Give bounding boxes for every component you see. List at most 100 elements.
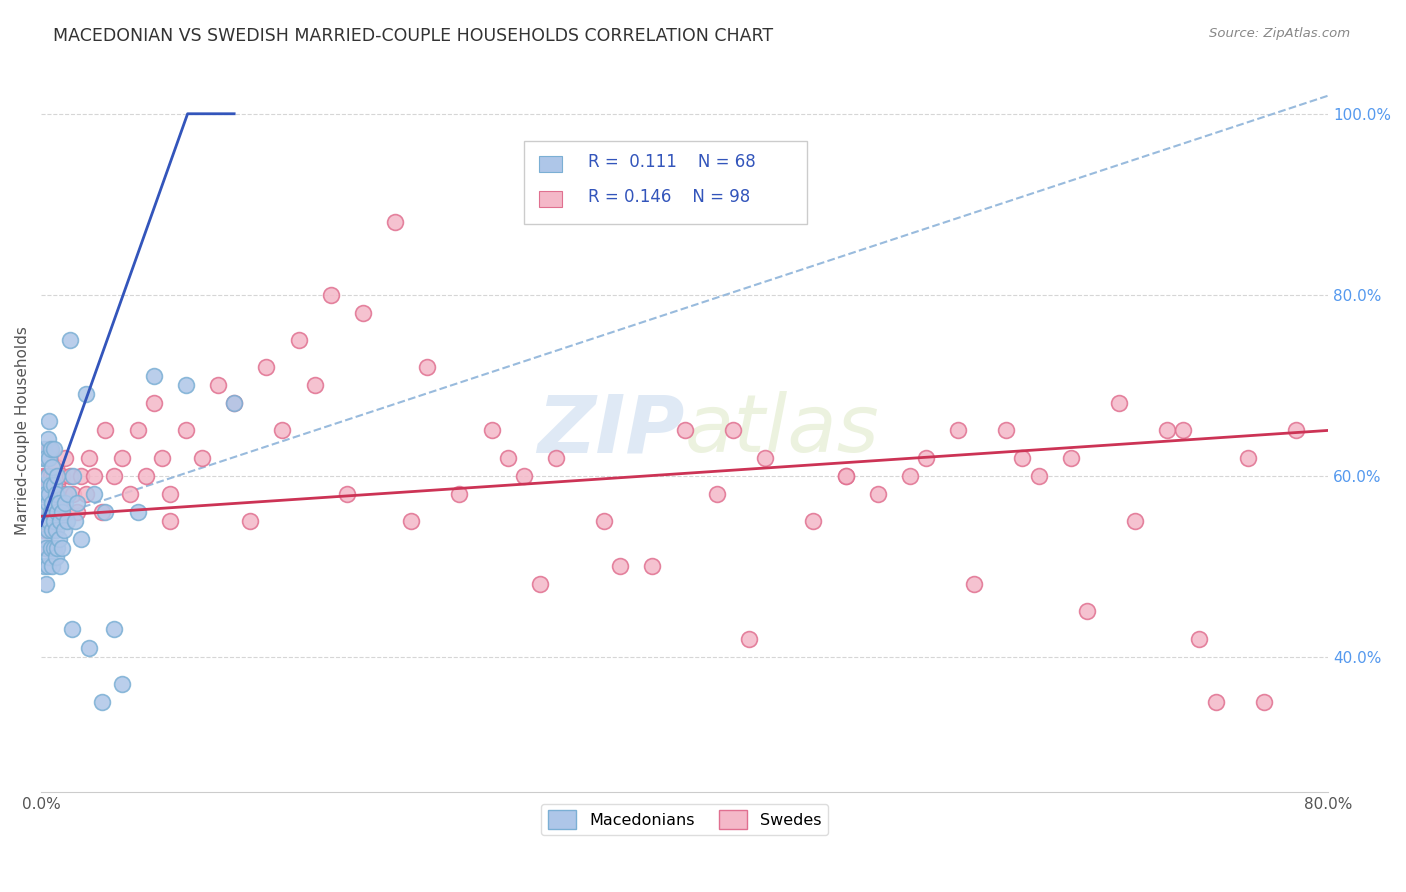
Point [94, 424, 117, 438]
Point [995, 424, 1018, 438]
Point [963, 577, 986, 591]
Point [384, 215, 406, 229]
Point [399, 514, 422, 528]
Point [62, 487, 84, 501]
Point [481, 424, 503, 438]
Point [34, 532, 56, 546]
Point [42, 442, 65, 456]
Point [118, 487, 141, 501]
Point [60, 623, 83, 637]
Point [254, 360, 277, 375]
Point [34, 505, 56, 519]
Point [34, 442, 56, 456]
Point [304, 378, 326, 392]
Point [94, 505, 117, 519]
Point [46, 468, 69, 483]
Point [39, 541, 62, 555]
Point [35, 541, 58, 555]
Point [1285, 424, 1308, 438]
Point [31, 450, 53, 465]
Point [65, 496, 87, 510]
Point [834, 468, 856, 483]
Point [898, 468, 921, 483]
Legend: Macedonians, Swedes: Macedonians, Swedes [541, 804, 828, 835]
Point [103, 623, 125, 637]
Point [37, 559, 59, 574]
FancyBboxPatch shape [524, 141, 807, 224]
Point [1060, 450, 1083, 465]
Point [42, 541, 65, 555]
Point [127, 505, 149, 519]
Point [1108, 396, 1130, 410]
Point [1205, 695, 1227, 709]
Point [53, 496, 76, 510]
Point [287, 333, 309, 347]
Text: R = 0.146    N = 98: R = 0.146 N = 98 [588, 187, 751, 206]
Point [738, 632, 761, 646]
Point [46, 505, 69, 519]
Point [593, 514, 616, 528]
Point [174, 378, 197, 392]
Point [706, 487, 728, 501]
Point [41, 487, 63, 501]
Point [319, 287, 342, 301]
Point [91, 505, 114, 519]
Point [38, 550, 60, 565]
FancyBboxPatch shape [538, 191, 562, 207]
Point [38, 514, 60, 528]
Point [1028, 468, 1050, 483]
Point [34, 559, 56, 574]
Point [75, 487, 97, 501]
Point [336, 487, 359, 501]
Point [1253, 695, 1275, 709]
Point [174, 424, 197, 438]
Point [224, 396, 246, 410]
Point [62, 468, 84, 483]
Point [38, 450, 60, 465]
Point [191, 450, 214, 465]
Point [271, 424, 294, 438]
Point [45, 550, 67, 565]
Point [45, 523, 67, 537]
Point [65, 505, 87, 519]
Point [42, 514, 65, 528]
Point [449, 487, 471, 501]
Point [59, 468, 82, 483]
Text: R =  0.111    N = 68: R = 0.111 N = 68 [588, 153, 756, 171]
Point [866, 487, 889, 501]
Point [39, 442, 62, 456]
Point [53, 450, 76, 465]
Point [42, 514, 65, 528]
Point [41, 523, 63, 537]
Point [79, 450, 101, 465]
Text: MACEDONIAN VS SWEDISH MARRIED-COUPLE HOUSEHOLDS CORRELATION CHART: MACEDONIAN VS SWEDISH MARRIED-COUPLE HOU… [53, 27, 773, 45]
Point [110, 677, 132, 691]
Point [42, 477, 65, 491]
Point [31, 487, 53, 501]
Point [37, 523, 59, 537]
Point [48, 496, 70, 510]
Point [52, 523, 75, 537]
Point [56, 514, 79, 528]
Point [37, 523, 59, 537]
Point [721, 424, 744, 438]
Point [42, 468, 65, 483]
Point [1076, 604, 1098, 618]
Point [1156, 424, 1178, 438]
Point [39, 477, 62, 491]
Point [37, 487, 59, 501]
Point [31, 468, 53, 483]
Point [834, 468, 856, 483]
Point [63, 514, 86, 528]
Point [56, 505, 79, 519]
Point [38, 477, 60, 491]
Point [915, 450, 938, 465]
Point [801, 514, 824, 528]
Point [38, 414, 60, 428]
Point [35, 468, 58, 483]
Point [1173, 424, 1195, 438]
Point [83, 487, 105, 501]
Point [38, 514, 60, 528]
Point [110, 450, 132, 465]
Point [41, 523, 63, 537]
